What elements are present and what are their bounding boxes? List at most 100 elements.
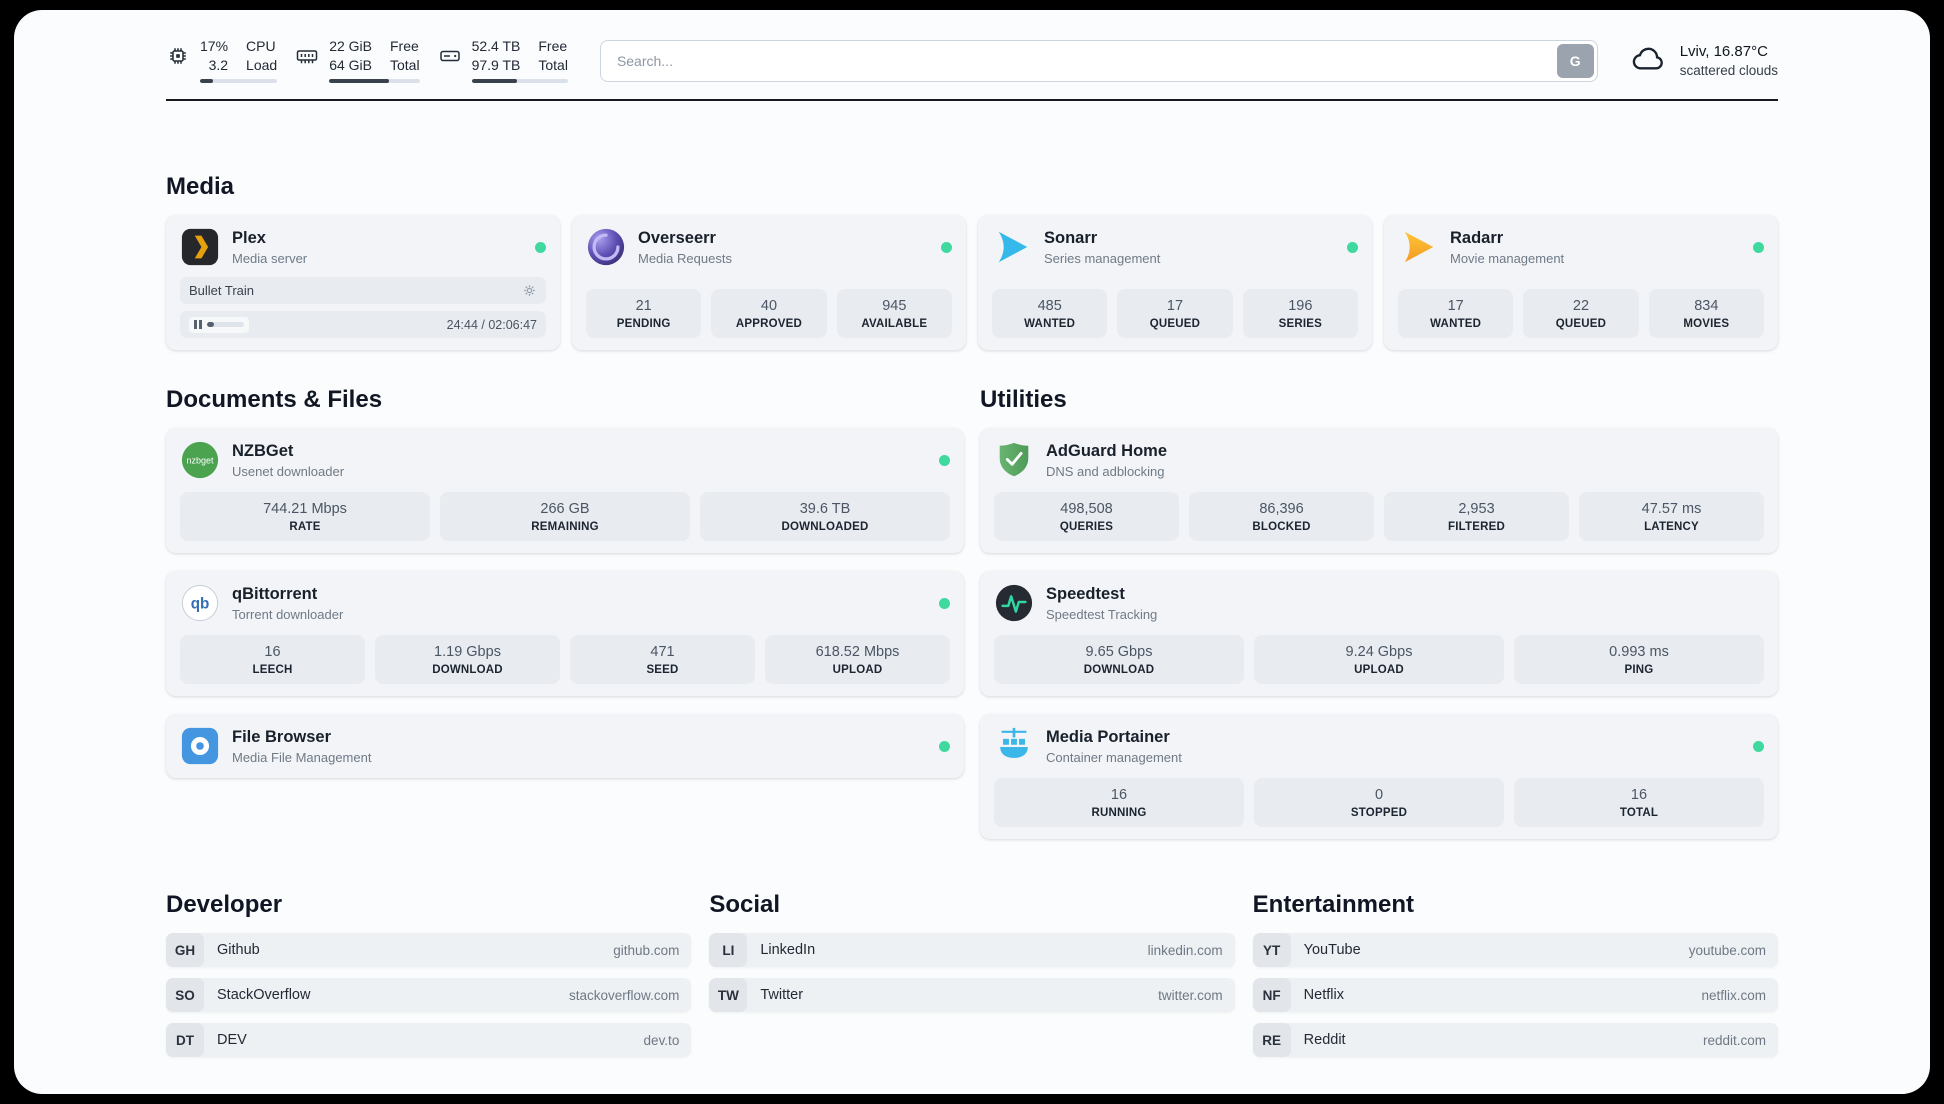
cpu-widget: 17% 3.2 CPU Load	[166, 38, 278, 83]
service-card-overseerr[interactable]: Overseerr Media Requests 21 PENDING 40 A…	[572, 215, 966, 350]
header-divider	[166, 99, 1778, 101]
stat-approved: 40 APPROVED	[711, 289, 827, 338]
section-title-media: Media	[166, 173, 235, 200]
cpu-label-top: CPU	[246, 38, 276, 54]
section-title-developer: Developer	[166, 891, 283, 918]
service-name: qBittorrent	[232, 584, 318, 603]
stat-latency: 47.57 ms LATENCY	[1579, 492, 1764, 541]
service-name: Radarr	[1450, 228, 1504, 247]
cpu-progress-fill	[200, 79, 214, 83]
resource-widgets: 17% 3.2 CPU Load	[166, 38, 568, 83]
disk-total-value: 97.9 TB	[471, 57, 521, 73]
stat-pending: 21 PENDING	[586, 289, 702, 338]
radarr-card-header: Radarr Movie management	[1398, 227, 1764, 267]
nzbget-card-header: nzbget NZBGet Usenet downloader	[180, 440, 950, 480]
service-card-nzbget[interactable]: nzbget NZBGet Usenet downloader 744.21 M…	[166, 428, 964, 553]
bookmark-netflix[interactable]: NF Netflix netflix.com	[1252, 978, 1778, 1012]
service-card-adguard[interactable]: AdGuard Home DNS and adblocking 498,508 …	[980, 428, 1778, 553]
service-name: NZBGet	[232, 441, 294, 460]
stat-available: 945 AVAILABLE	[836, 289, 952, 338]
stat-remaining: 266 GB REMAINING	[440, 492, 690, 541]
bookmark-abbr: GH	[166, 933, 204, 967]
cpu-usage-value: 17%	[200, 38, 229, 54]
radarr-icon	[1398, 227, 1438, 267]
disk-label-top: Free	[538, 38, 568, 54]
service-name: Media Portainer	[1046, 727, 1170, 746]
service-card-qbittorrent[interactable]: qb qBittorrent Torrent downloader 16 LEE…	[166, 571, 964, 696]
bookmark-name: DEV	[217, 1032, 247, 1048]
status-online-dot	[535, 241, 546, 253]
bookmark-name: Netflix	[1303, 987, 1344, 1003]
playback-time: 24:44 / 02:06:47	[446, 317, 537, 332]
bookmark-reddit[interactable]: RE Reddit reddit.com	[1252, 1023, 1778, 1057]
memory-total-value: 64 GiB	[329, 57, 372, 73]
service-card-speedtest[interactable]: Speedtest Speedtest Tracking 9.65 Gbps D…	[980, 571, 1778, 696]
bookmark-dev[interactable]: DT DEV dev.to	[166, 1023, 692, 1057]
dashboard-page: 17% 3.2 CPU Load	[14, 10, 1930, 1094]
weather-condition: scattered clouds	[1679, 63, 1778, 78]
service-name: AdGuard Home	[1046, 441, 1168, 460]
bookmark-abbr: YT	[1252, 933, 1291, 967]
filebrowser-icon	[180, 726, 220, 766]
service-card-filebrowser[interactable]: File Browser Media File Management	[166, 714, 964, 778]
weather-widget: Lviv, 16.87°C scattered clouds	[1630, 39, 1778, 82]
cpu-label-bottom: Load	[246, 57, 278, 73]
service-name: Speedtest	[1046, 584, 1125, 603]
bookmark-name: YouTube	[1303, 942, 1361, 958]
filebrowser-card-header: File Browser Media File Management	[180, 726, 950, 766]
gear-icon[interactable]	[522, 283, 537, 298]
pause-icon	[194, 320, 202, 329]
bookmark-abbr: TW	[709, 978, 748, 1012]
portainer-stats: 16 RUNNING 0 STOPPED 16 TOTAL	[994, 778, 1764, 827]
memory-progress-fill	[329, 79, 389, 83]
pause-button[interactable]	[189, 316, 249, 333]
weather-location: Lviv, 16.87°C	[1679, 43, 1768, 60]
search-provider-button[interactable]: G	[1556, 43, 1594, 78]
bookmark-stackoverflow[interactable]: SO StackOverflow stackoverflow.com	[166, 978, 692, 1012]
bookmark-twitter[interactable]: TW Twitter twitter.com	[709, 978, 1235, 1012]
stat-upload: 9.24 Gbps UPLOAD	[1254, 635, 1504, 684]
cpu-icon	[166, 44, 190, 68]
memory-label-top: Free	[390, 38, 419, 54]
stat-wanted: 485 WANTED	[992, 289, 1108, 338]
svg-text:nzbget: nzbget	[186, 455, 214, 465]
stat-download: 9.65 Gbps DOWNLOAD	[994, 635, 1244, 684]
search-input[interactable]	[599, 39, 1598, 82]
nzbget-icon: nzbget	[180, 440, 220, 480]
media-cards-grid: Plex Media server Bullet Train	[166, 215, 1778, 350]
section-media: Media Plex Media server	[166, 173, 1778, 350]
section-utilities: Utilities	[980, 386, 1778, 839]
portainer-card-header: Media Portainer Container management	[994, 726, 1764, 766]
plex-card-header: Plex Media server	[180, 227, 546, 267]
sonarr-stats: 485 WANTED 17 QUEUED 196 SERIES	[992, 277, 1358, 338]
service-name: Plex	[232, 228, 266, 247]
plex-now-playing-row: Bullet Train	[180, 277, 546, 304]
nzbget-stats: 744.21 Mbps RATE 266 GB REMAINING 39.6 T…	[180, 492, 950, 541]
service-description: Media File Management	[232, 749, 372, 765]
speedtest-icon	[994, 583, 1034, 623]
section-title-entertainment: Entertainment	[1252, 891, 1415, 918]
bookmark-linkedin[interactable]: LI LinkedIn linkedin.com	[709, 933, 1235, 967]
bookmark-youtube[interactable]: YT YouTube youtube.com	[1252, 933, 1778, 967]
service-card-portainer[interactable]: Media Portainer Container management 16 …	[980, 714, 1778, 839]
service-card-sonarr[interactable]: Sonarr Series management 485 WANTED 17 Q…	[978, 215, 1372, 350]
service-card-radarr[interactable]: Radarr Movie management 17 WANTED 22 QUE…	[1384, 215, 1778, 350]
stat-seed: 471 SEED	[570, 635, 755, 684]
stat-ping: 0.993 ms PING	[1514, 635, 1764, 684]
bookmark-name: Twitter	[760, 987, 804, 1003]
overseerr-card-header: Overseerr Media Requests	[586, 227, 952, 267]
bookmark-url: linkedin.com	[1147, 942, 1223, 958]
portainer-whale-icon	[994, 726, 1034, 766]
cpu-progress-bar	[200, 79, 278, 83]
memory-progress-bar	[329, 79, 420, 83]
status-online-dot	[939, 454, 950, 466]
bookmark-group-developer: Developer GH Github github.com SO StackO…	[166, 891, 692, 1057]
bookmark-github[interactable]: GH Github github.com	[166, 933, 692, 967]
sonarr-card-header: Sonarr Series management	[992, 227, 1358, 267]
radarr-stats: 17 WANTED 22 QUEUED 834 MOVIES	[1398, 277, 1764, 338]
service-description: Media Requests	[638, 250, 732, 266]
service-card-plex[interactable]: Plex Media server Bullet Train	[166, 215, 560, 350]
bookmark-abbr: SO	[166, 978, 204, 1012]
playback-progress-bar	[207, 322, 244, 327]
service-description: Torrent downloader	[232, 606, 344, 622]
